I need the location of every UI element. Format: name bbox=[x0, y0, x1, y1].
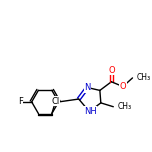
Text: O: O bbox=[108, 66, 115, 75]
Text: F: F bbox=[18, 97, 23, 106]
Text: CH₃: CH₃ bbox=[117, 102, 131, 111]
Text: Cl: Cl bbox=[52, 97, 60, 106]
Text: CH₃: CH₃ bbox=[136, 73, 150, 82]
Text: NH: NH bbox=[84, 107, 97, 116]
Text: N: N bbox=[84, 83, 91, 92]
Text: O: O bbox=[120, 82, 126, 91]
